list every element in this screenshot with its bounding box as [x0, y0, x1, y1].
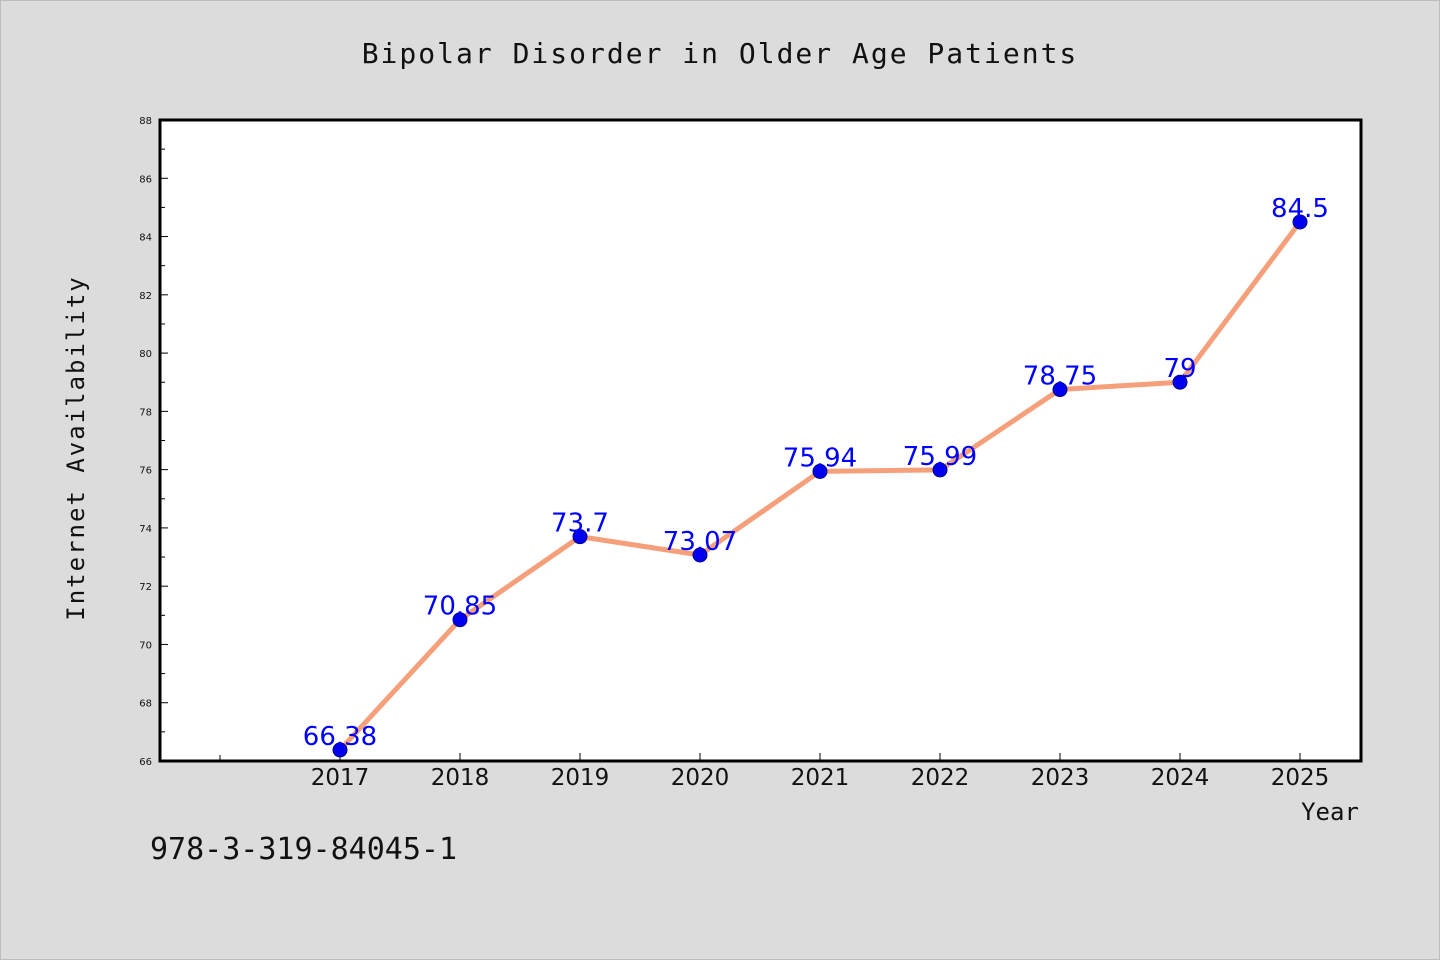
x-axis: 2017 2018 2019 2020 2021 2022 2023 2024 2025: [219, 753, 1330, 791]
y-tick-label: 82: [139, 291, 152, 302]
x-tick-label: 2019: [551, 765, 610, 791]
y-tick-label: 76: [139, 466, 152, 477]
data-label: 84.5: [1271, 194, 1329, 224]
data-point: [1052, 382, 1068, 398]
y-tick-label: 80: [139, 349, 152, 360]
data-label: 70.85: [423, 592, 497, 622]
y-tick-label: 86: [139, 174, 152, 185]
data-label: 79: [1163, 354, 1196, 384]
data-point: [452, 612, 468, 628]
data-point: [572, 529, 588, 545]
x-tick-label: 2020: [671, 765, 730, 791]
plot-border: [158, 118, 1363, 763]
data-point: [812, 463, 828, 479]
data-point: [332, 742, 348, 758]
plot-area: [160, 120, 1361, 761]
y-tick-label: 74: [139, 524, 152, 535]
data-point: [1172, 374, 1188, 390]
x-tick-label: 2024: [1151, 765, 1210, 791]
y-axis-label: Internet Availability: [62, 275, 90, 620]
x-tick-label: 2017: [311, 765, 370, 791]
y-tick-label: 66: [139, 757, 152, 768]
data-label: 73.07: [663, 527, 737, 557]
x-axis-label: Year: [1301, 798, 1359, 826]
data-point: [1292, 214, 1308, 230]
x-tick-label: 2023: [1031, 765, 1090, 791]
y-tick-label: 72: [139, 582, 152, 593]
y-tick-label: 68: [139, 699, 152, 710]
x-tick-label: 2018: [431, 765, 490, 791]
x-tick-label: 2021: [791, 765, 850, 791]
data-label: 66.38: [303, 722, 377, 752]
data-point: [692, 547, 708, 563]
y-axis: 66 68 70 72 74 76 78 80 82 84 86 88: [139, 116, 168, 768]
chart-title: Bipolar Disorder in Older Age Patients: [362, 37, 1079, 70]
data-label: 78.75: [1023, 362, 1097, 392]
series-group: 66.38 70.85 73.7 73.07 75.94 75.99 78.75 79 84.5: [303, 194, 1329, 758]
data-label: 75.99: [903, 442, 977, 472]
x-tick-label: 2025: [1271, 765, 1330, 791]
y-tick-label: 88: [139, 116, 152, 127]
y-tick-label: 70: [139, 640, 152, 651]
y-tick-label: 84: [139, 233, 152, 244]
y-tick-label: 78: [139, 407, 152, 418]
x-tick-label: 2022: [911, 765, 970, 791]
data-label: 75.94: [783, 443, 857, 473]
isbn-footnote: 978-3-319-84045-1: [150, 832, 458, 867]
data-point: [932, 462, 948, 478]
data-label: 73.7: [551, 509, 609, 539]
